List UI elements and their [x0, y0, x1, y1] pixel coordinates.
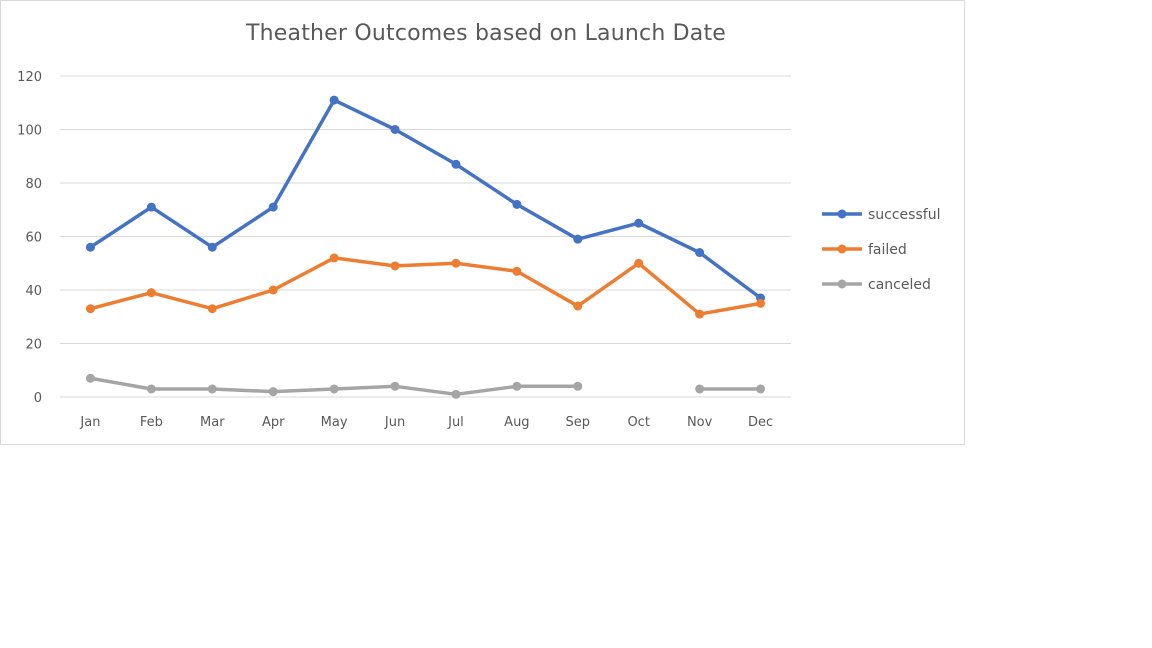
x-tick-label: May — [321, 415, 348, 430]
y-tick-label: 0 — [34, 391, 42, 406]
data-point-failed — [85, 304, 95, 314]
y-tick-label: 100 — [17, 124, 42, 139]
data-point-failed — [634, 258, 644, 268]
y-tick-label: 120 — [17, 70, 42, 85]
data-point-canceled — [512, 381, 522, 391]
data-point-canceled — [451, 389, 461, 399]
y-tick-label: 80 — [25, 177, 42, 192]
data-point-successful — [390, 125, 400, 134]
x-tick-label: Jun — [384, 415, 405, 430]
x-tick-label: Jul — [447, 415, 464, 430]
data-point-canceled — [695, 384, 705, 394]
data-point-failed — [390, 261, 400, 271]
data-point-failed — [268, 285, 278, 295]
data-point-successful — [695, 248, 705, 258]
y-tick-label: 40 — [25, 284, 42, 299]
x-tick-label: Oct — [627, 415, 649, 430]
legend-marker-failed — [837, 244, 847, 254]
data-point-canceled — [756, 384, 766, 394]
legend-label-failed: failed — [868, 242, 907, 258]
data-point-failed — [512, 266, 522, 276]
x-tick-label: Feb — [140, 415, 163, 430]
y-axis-ticks: 0 20 40 60 80 100 120 — [17, 70, 42, 406]
x-tick-label: Aug — [504, 415, 529, 430]
x-tick-label: Apr — [262, 415, 285, 430]
chart-title: Theather Outcomes based on Launch Date — [246, 21, 727, 46]
data-point-failed — [146, 288, 156, 298]
data-point-successful — [512, 199, 522, 209]
y-tick-label: 20 — [25, 338, 42, 353]
data-point-successful — [634, 218, 644, 228]
gridlines — [60, 75, 791, 398]
legend-marker-successful — [837, 209, 847, 219]
data-point-successful — [207, 242, 217, 252]
y-tick-label: 60 — [25, 231, 42, 246]
legend-label-canceled: canceled — [868, 277, 931, 293]
chart-frame: Theather Outcomes based on Launch Date — [0, 0, 965, 445]
series-line-successful — [88, 98, 763, 300]
data-point-canceled — [146, 384, 156, 394]
data-point-successful — [85, 242, 95, 252]
data-point-successful — [146, 202, 156, 212]
legend: successful failed canceled — [822, 207, 940, 293]
x-tick-label: Nov — [687, 415, 713, 430]
x-axis-ticks: Jan Feb Mar Apr May Jun Jul Aug Sep Oct Nov Dec — [79, 415, 773, 430]
x-tick-label: Dec — [748, 415, 773, 430]
legend-marker-canceled — [837, 279, 847, 289]
data-point-successful — [268, 202, 278, 212]
x-tick-label: Mar — [200, 415, 225, 430]
data-point-failed — [695, 309, 705, 319]
data-point-canceled — [390, 381, 400, 391]
series-points — [85, 95, 766, 399]
data-point-canceled — [329, 384, 339, 394]
data-point-successful — [451, 159, 461, 169]
line-chart: 0 20 40 60 80 100 120 Jan Feb Mar Apr May Jun Jul Aug… — [17, 70, 940, 430]
data-point-failed — [207, 304, 217, 314]
data-point-canceled — [268, 387, 278, 397]
data-point-failed — [573, 301, 583, 311]
legend-label-successful: successful — [868, 207, 940, 223]
data-point-successful — [573, 234, 583, 244]
series-line-failed — [88, 256, 763, 316]
data-point-successful — [329, 95, 339, 105]
data-point-failed — [329, 253, 339, 263]
x-tick-label: Jan — [79, 415, 100, 430]
data-point-failed — [756, 298, 766, 308]
data-point-failed — [451, 258, 461, 268]
data-point-canceled — [573, 381, 583, 391]
data-point-canceled — [207, 384, 217, 394]
x-tick-label: Sep — [566, 415, 591, 430]
series-lines — [88, 98, 763, 397]
data-point-canceled — [85, 373, 95, 383]
